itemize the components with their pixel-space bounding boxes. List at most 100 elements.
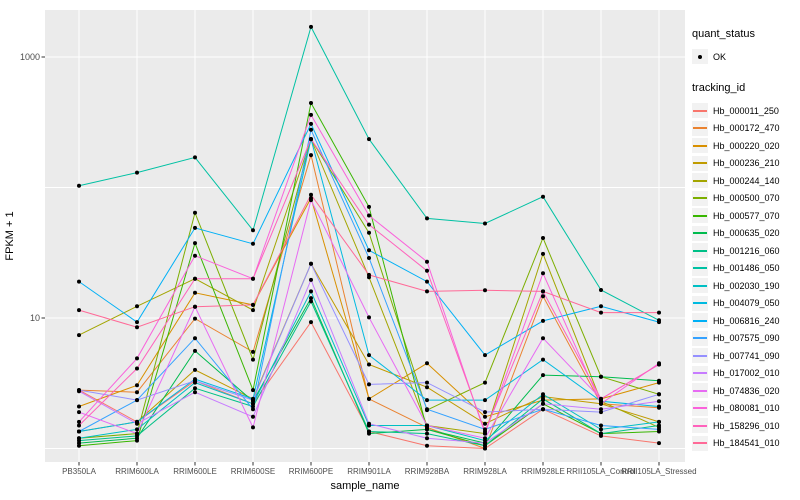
data-point	[135, 304, 139, 309]
legend-item-Hb_000577_070: Hb_000577_070	[692, 208, 798, 223]
data-point	[77, 404, 81, 409]
data-point	[309, 299, 313, 304]
legend-item-Hb_158296_010: Hb_158296_010	[692, 418, 798, 433]
data-point	[309, 112, 313, 117]
line-key-icon	[692, 155, 708, 171]
data-point	[251, 414, 255, 419]
data-point	[309, 24, 313, 29]
data-point	[309, 320, 313, 325]
data-point	[541, 392, 545, 397]
data-point	[309, 153, 313, 158]
data-point	[541, 318, 545, 323]
x-tick-label: RRIM600LE	[173, 467, 217, 476]
x-tick-label: RRIM928LE	[521, 467, 565, 476]
data-point	[193, 241, 197, 246]
data-point	[425, 436, 429, 441]
line-key-icon	[692, 313, 708, 328]
data-point	[135, 356, 139, 361]
data-point	[77, 333, 81, 338]
data-point	[367, 213, 371, 218]
data-point	[657, 310, 661, 315]
legend-item-label: Hb_074836_020	[713, 385, 780, 396]
data-point	[657, 362, 661, 367]
legend-item-Hb_000220_020: Hb_000220_020	[692, 138, 798, 153]
data-point	[483, 429, 487, 434]
data-point	[193, 348, 197, 353]
data-point	[599, 374, 603, 379]
data-points	[77, 24, 661, 451]
line-key-icon	[692, 365, 708, 381]
data-point	[309, 277, 313, 282]
y-tick-label: 10	[30, 313, 40, 323]
line-key-icon	[692, 103, 708, 118]
data-point	[599, 427, 603, 432]
data-point	[193, 378, 197, 383]
legend-item-Hb_006816_240: Hb_006816_240	[692, 313, 798, 328]
data-point	[77, 389, 81, 394]
data-point	[193, 304, 197, 309]
legend-item-Hb_017002_010: Hb_017002_010	[692, 365, 798, 381]
data-point	[309, 289, 313, 294]
legend-item-label: Hb_017002_010	[713, 368, 780, 378]
data-point	[367, 362, 371, 367]
legend-item-Hb_001216_060: Hb_001216_060	[692, 243, 798, 258]
data-point	[425, 289, 429, 294]
data-point	[367, 248, 371, 253]
legend-item-Hb_001486_050: Hb_001486_050	[692, 260, 798, 276]
data-point	[135, 421, 139, 426]
line-key-icon	[692, 173, 708, 188]
legend-item-label: Hb_000011_250	[713, 105, 779, 116]
axis-ticks	[41, 56, 660, 466]
data-point	[251, 308, 255, 313]
y-axis-title: FPKM + 1	[4, 211, 16, 260]
data-point	[77, 183, 81, 188]
legend-item-label: Hb_158296_010	[713, 420, 780, 431]
legend-item-label: Hb_000500_070	[713, 193, 780, 203]
data-point	[367, 396, 371, 401]
data-point	[309, 121, 313, 126]
data-point	[367, 230, 371, 235]
data-point	[251, 407, 255, 412]
line-key-icon	[692, 418, 708, 433]
data-point	[425, 423, 429, 428]
point-key-icon	[692, 49, 708, 64]
data-point	[599, 423, 603, 428]
legend-item-Hb_074836_020: Hb_074836_020	[692, 383, 798, 398]
data-point	[541, 271, 545, 276]
data-point	[77, 308, 81, 313]
data-point	[77, 279, 81, 284]
data-point	[309, 296, 313, 301]
data-point	[599, 410, 603, 415]
data-point	[251, 228, 255, 233]
data-point	[367, 315, 371, 320]
data-point	[657, 378, 661, 383]
x-tick-label: RRII105LA_Control	[566, 467, 636, 476]
data-point	[193, 276, 197, 281]
data-point	[483, 421, 487, 426]
data-point	[483, 410, 487, 415]
data-point	[193, 390, 197, 395]
data-point	[599, 288, 603, 292]
data-point	[599, 310, 603, 315]
x-tick-label: RRIM928LA	[463, 467, 507, 476]
data-point	[483, 380, 487, 385]
data-point	[77, 436, 81, 441]
data-point	[541, 357, 545, 362]
data-point	[599, 401, 603, 406]
legend-item-Hb_000011_250: Hb_000011_250	[692, 103, 798, 118]
legend-item-ok: OK	[692, 49, 798, 64]
data-point	[77, 419, 81, 424]
data-point	[367, 272, 371, 277]
legend-item-label: Hb_000236_210	[713, 158, 780, 168]
legend-item-label: Hb_002030_190	[713, 280, 780, 291]
data-point	[541, 289, 545, 294]
data-point	[541, 407, 545, 412]
data-point	[541, 236, 545, 240]
plot-panel	[45, 10, 685, 462]
data-point	[309, 261, 313, 266]
data-point	[251, 425, 255, 430]
data-point	[309, 198, 313, 203]
data-point	[135, 390, 139, 395]
line-key-icon	[692, 348, 708, 363]
data-point	[425, 259, 429, 264]
